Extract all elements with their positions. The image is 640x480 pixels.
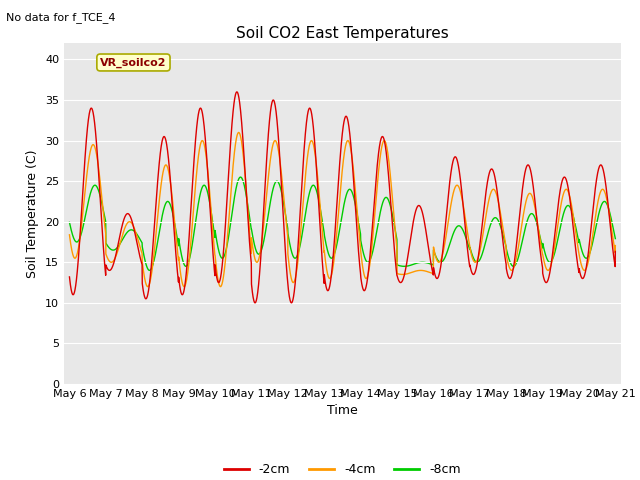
Text: VR_soilco2: VR_soilco2 — [100, 57, 166, 68]
Title: Soil CO2 East Temperatures: Soil CO2 East Temperatures — [236, 25, 449, 41]
Text: No data for f_TCE_4: No data for f_TCE_4 — [6, 12, 116, 23]
Legend: -2cm, -4cm, -8cm: -2cm, -4cm, -8cm — [219, 458, 466, 480]
Y-axis label: Soil Temperature (C): Soil Temperature (C) — [26, 149, 40, 278]
X-axis label: Time: Time — [327, 405, 358, 418]
